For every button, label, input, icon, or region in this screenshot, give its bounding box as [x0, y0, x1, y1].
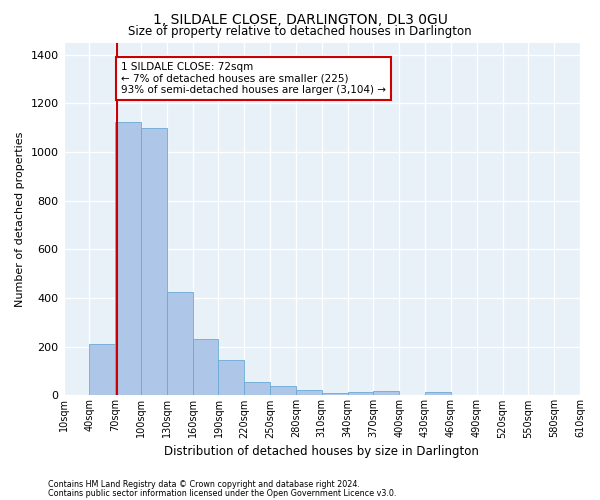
- Bar: [347, 392, 373, 396]
- Text: Contains HM Land Registry data © Crown copyright and database right 2024.: Contains HM Land Registry data © Crown c…: [48, 480, 360, 489]
- Bar: [89, 344, 115, 396]
- Text: 1, SILDALE CLOSE, DARLINGTON, DL3 0GU: 1, SILDALE CLOSE, DARLINGTON, DL3 0GU: [152, 12, 448, 26]
- Bar: [373, 392, 399, 396]
- Bar: [193, 340, 218, 396]
- Bar: [244, 382, 270, 396]
- Bar: [425, 392, 451, 396]
- Bar: [141, 128, 167, 396]
- X-axis label: Distribution of detached houses by size in Darlington: Distribution of detached houses by size …: [164, 444, 479, 458]
- Bar: [218, 360, 244, 396]
- Text: Contains public sector information licensed under the Open Government Licence v3: Contains public sector information licen…: [48, 488, 397, 498]
- Bar: [322, 393, 347, 396]
- Text: 1 SILDALE CLOSE: 72sqm
← 7% of detached houses are smaller (225)
93% of semi-det: 1 SILDALE CLOSE: 72sqm ← 7% of detached …: [121, 62, 386, 95]
- Y-axis label: Number of detached properties: Number of detached properties: [15, 132, 25, 306]
- Bar: [296, 390, 322, 396]
- Text: Size of property relative to detached houses in Darlington: Size of property relative to detached ho…: [128, 25, 472, 38]
- Bar: [270, 386, 296, 396]
- Bar: [167, 292, 193, 396]
- Bar: [115, 122, 141, 396]
